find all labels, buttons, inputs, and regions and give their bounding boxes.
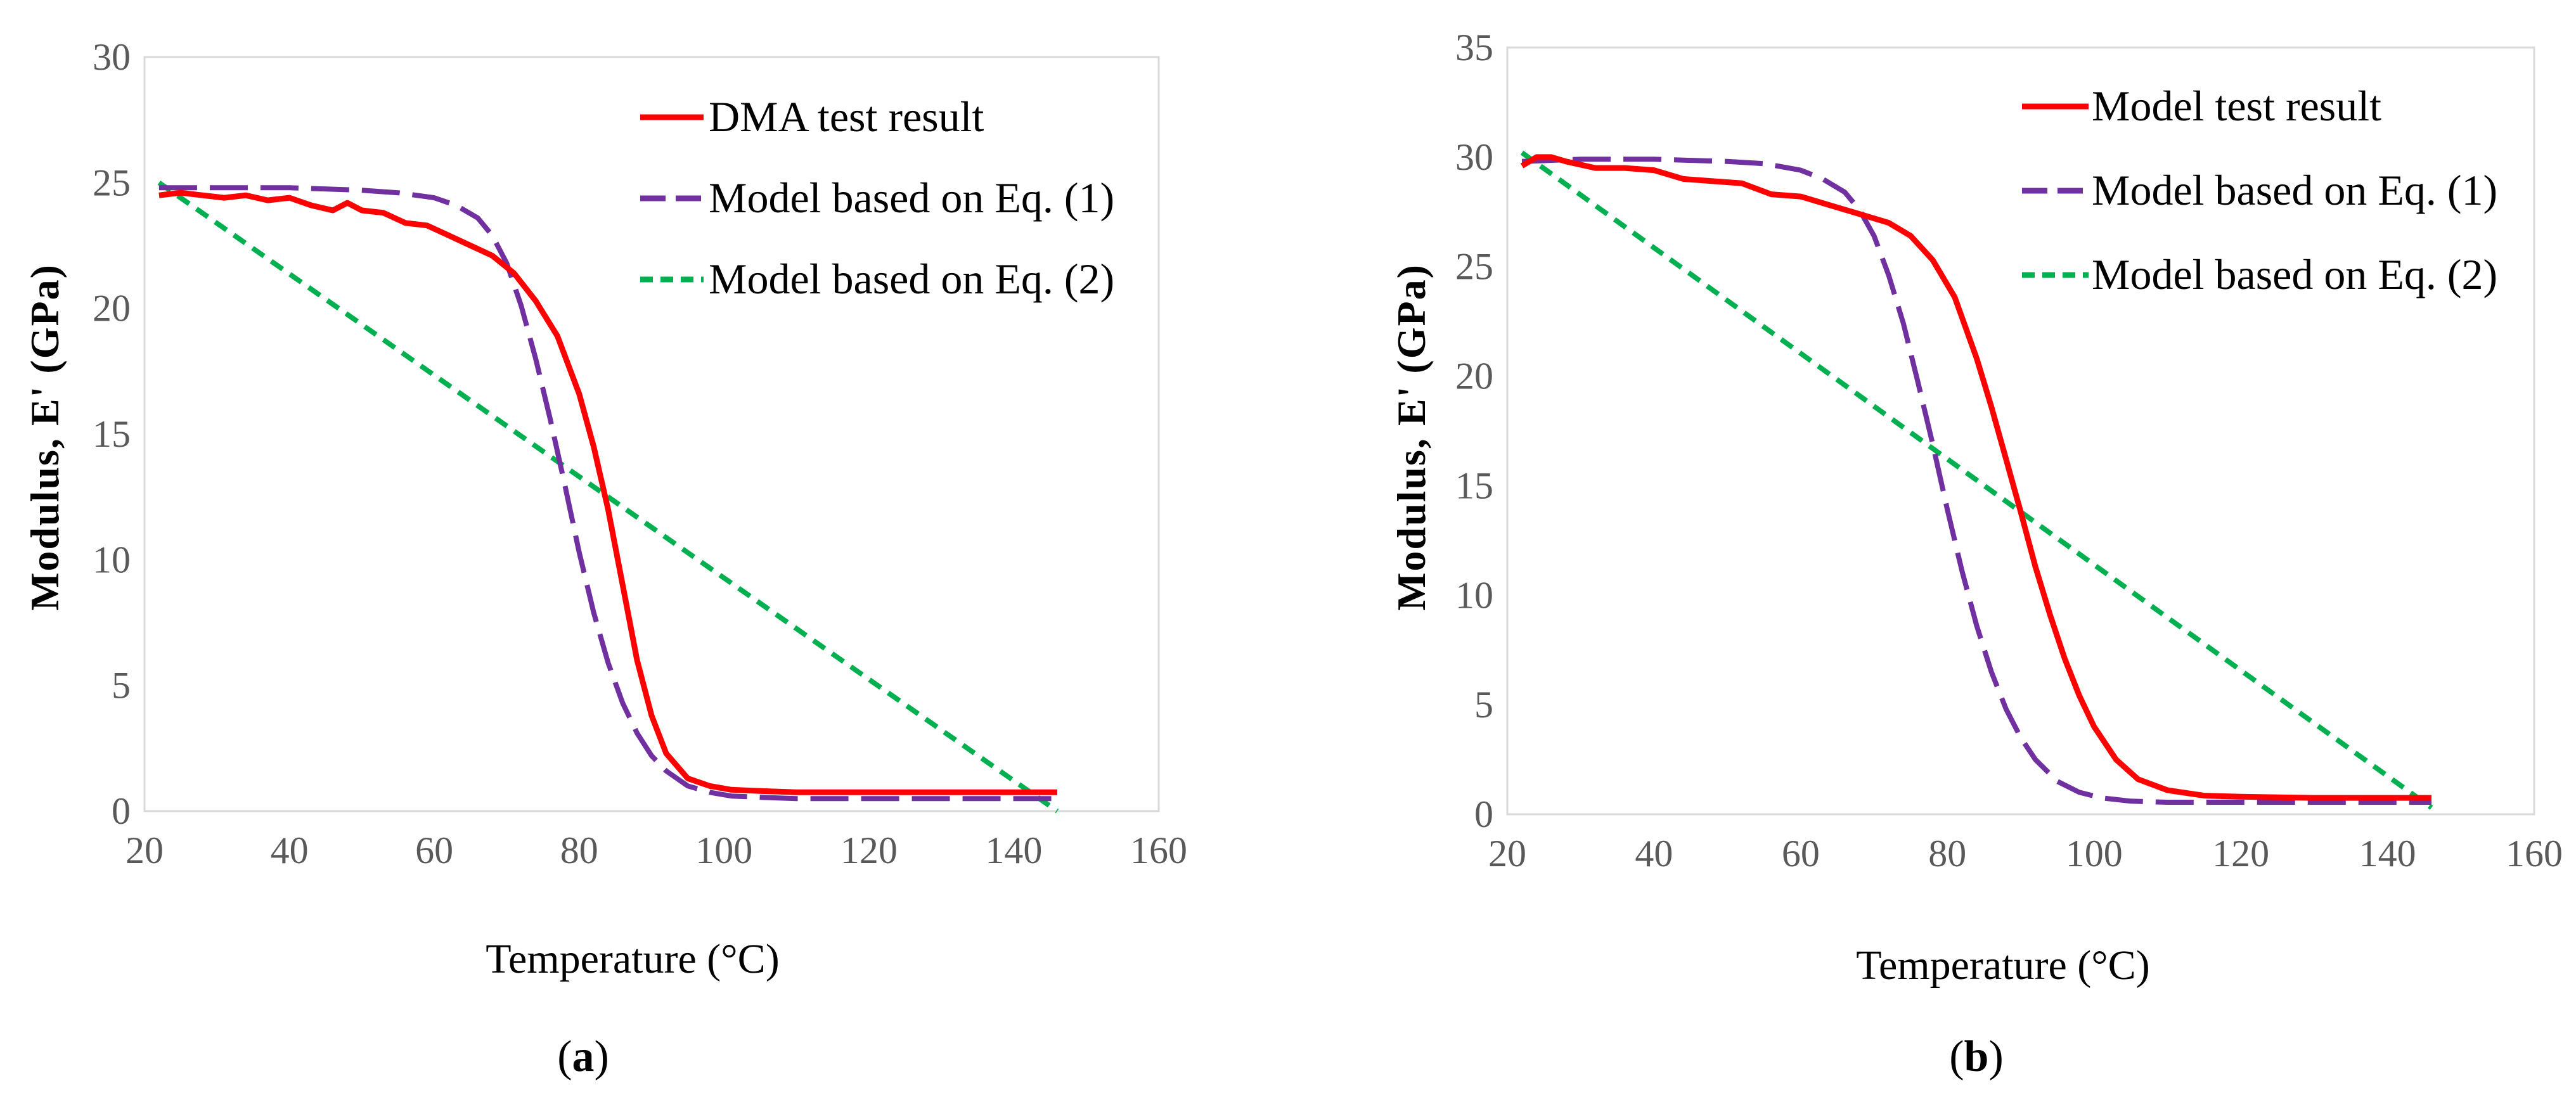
- caption-b-letter: b: [1964, 1032, 1989, 1081]
- chart-b-ylabel: Modulus, E' (GPa): [1389, 264, 1434, 611]
- y-tick-label: 25: [1455, 246, 1493, 288]
- legend-label: Model based on Eq. (1): [2092, 166, 2497, 214]
- x-tick-label: 160: [1130, 829, 1187, 871]
- series-line-longdash: [158, 185, 1057, 802]
- chart-a-series-group: [157, 181, 1059, 814]
- x-tick-label: 20: [1488, 833, 1526, 874]
- x-tick-label: 120: [2212, 833, 2269, 874]
- y-tick-label: 15: [1455, 464, 1493, 506]
- y-tick-label: 20: [1455, 355, 1493, 397]
- plot-area-b: [1506, 46, 2535, 816]
- y-tick-label: 0: [112, 790, 131, 832]
- x-tick-label: 100: [2066, 833, 2123, 874]
- legend-label: Model based on Eq. (1): [709, 174, 1114, 222]
- chart-b-xlabel: Temperature (°C): [1856, 942, 2149, 989]
- panel-a: 0 5 10 15 20 25 30 20 40 60 80 100 120 140 160 Modulu…: [22, 36, 1187, 1081]
- y-tick-label: 25: [93, 162, 131, 203]
- plot-area-a: [143, 56, 1160, 812]
- x-tick-label: 60: [415, 829, 453, 871]
- x-tick-label: 140: [2359, 833, 2416, 874]
- legend-label: Model test result: [2092, 82, 2381, 130]
- x-tick-label: 40: [271, 829, 309, 871]
- caption-a-open: (: [557, 1032, 572, 1081]
- series-line-shortdash: [1520, 150, 2433, 810]
- chart-a-xticks: 20 40 60 80 100 120 140 160: [126, 829, 1187, 871]
- chart-b-xticks: 20 40 60 80 100 120 140 160: [1488, 833, 2563, 874]
- chart-a-xlabel: Temperature (°C): [486, 936, 779, 982]
- x-tick-label: 80: [1928, 833, 1966, 874]
- y-tick-label: 30: [1455, 136, 1493, 178]
- y-tick-label: 20: [93, 288, 131, 330]
- x-tick-label: 20: [126, 829, 164, 871]
- x-tick-label: 40: [1635, 833, 1673, 874]
- caption-b-open: (: [1949, 1032, 1964, 1081]
- caption-a-letter: a: [572, 1032, 595, 1081]
- series-line-longdash: [1521, 157, 2431, 805]
- chart-a-caption: (a): [557, 1032, 609, 1081]
- y-tick-label: 30: [93, 36, 131, 78]
- x-tick-label: 160: [2506, 833, 2563, 874]
- series-line-solid: [1520, 154, 2431, 801]
- chart-b-series-group: [1520, 150, 2433, 810]
- caption-b-close: ): [1988, 1032, 2003, 1081]
- x-tick-label: 120: [840, 829, 898, 871]
- legend-label: Model based on Eq. (2): [709, 255, 1114, 303]
- chart-b-caption: (b): [1949, 1032, 2004, 1081]
- x-tick-label: 80: [560, 829, 598, 871]
- series-line-solid: [158, 189, 1057, 795]
- panel-b: 0 5 10 15 20 25 30 35 20 40 60 80 100 120 140 160 Modu…: [1389, 27, 2563, 1081]
- chart-a-legend: DMA test result Model based on Eq. (1) Mod…: [640, 93, 1114, 303]
- y-tick-label: 5: [1474, 684, 1493, 726]
- chart-a-yticks: 0 5 10 15 20 25 30: [93, 36, 131, 832]
- chart-a-ylabel: Modulus, E' (GPa): [22, 264, 67, 611]
- legend-label: Model based on Eq. (2): [2092, 250, 2497, 298]
- chart-b-legend: Model test result Model based on Eq. (1) M…: [2022, 82, 2497, 298]
- x-tick-label: 140: [985, 829, 1042, 871]
- y-tick-label: 35: [1455, 27, 1493, 68]
- y-tick-label: 5: [112, 665, 131, 707]
- y-tick-label: 0: [1474, 793, 1493, 835]
- chart-b-yticks: 0 5 10 15 20 25 30 35: [1455, 27, 1493, 835]
- y-tick-label: 10: [1455, 574, 1493, 616]
- x-tick-label: 60: [1782, 833, 1820, 874]
- y-tick-label: 15: [93, 413, 131, 455]
- y-tick-label: 10: [93, 539, 131, 580]
- x-tick-label: 100: [695, 829, 752, 871]
- legend-label: DMA test result: [709, 93, 984, 141]
- caption-a-close: ): [595, 1032, 609, 1081]
